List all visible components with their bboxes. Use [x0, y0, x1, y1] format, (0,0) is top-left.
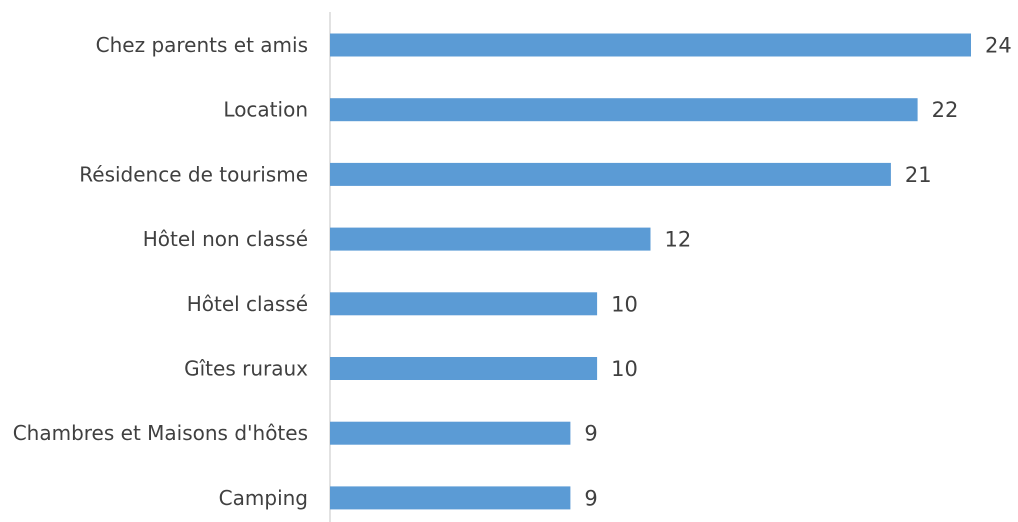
- bar-4: [330, 292, 598, 316]
- value-labels-layer: 24 22 21 12 10 10 9 9: [584, 34, 1011, 511]
- value-label-1: 22: [932, 98, 959, 122]
- value-label-0: 24: [985, 34, 1012, 58]
- bar-0: [330, 33, 971, 57]
- category-label-0: Chez parents et amis: [96, 33, 308, 57]
- category-label-4: Hôtel classé: [187, 292, 308, 316]
- category-label-5: Gîtes ruraux: [184, 357, 308, 381]
- bar-3: [330, 227, 651, 251]
- bar-1: [330, 98, 918, 122]
- bar-7: [330, 486, 571, 510]
- value-label-2: 21: [905, 163, 932, 187]
- value-label-5: 10: [611, 357, 638, 381]
- category-label-3: Hôtel non classé: [143, 227, 308, 251]
- category-label-7: Camping: [219, 486, 308, 510]
- bar-5: [330, 357, 598, 380]
- bar-2: [330, 162, 891, 186]
- value-label-6: 9: [584, 422, 597, 446]
- value-label-7: 9: [584, 486, 597, 510]
- category-labels-layer: Chez parents et amis Location Résidence de…: [13, 33, 308, 510]
- category-label-1: Location: [223, 98, 308, 122]
- category-label-6: Chambres et Maisons d'hôtes: [13, 421, 308, 445]
- bar-6: [330, 421, 571, 445]
- value-label-3: 12: [665, 228, 692, 252]
- value-label-4: 10: [611, 292, 638, 316]
- category-label-2: Résidence de tourisme: [79, 162, 308, 186]
- bars-layer: [330, 33, 971, 510]
